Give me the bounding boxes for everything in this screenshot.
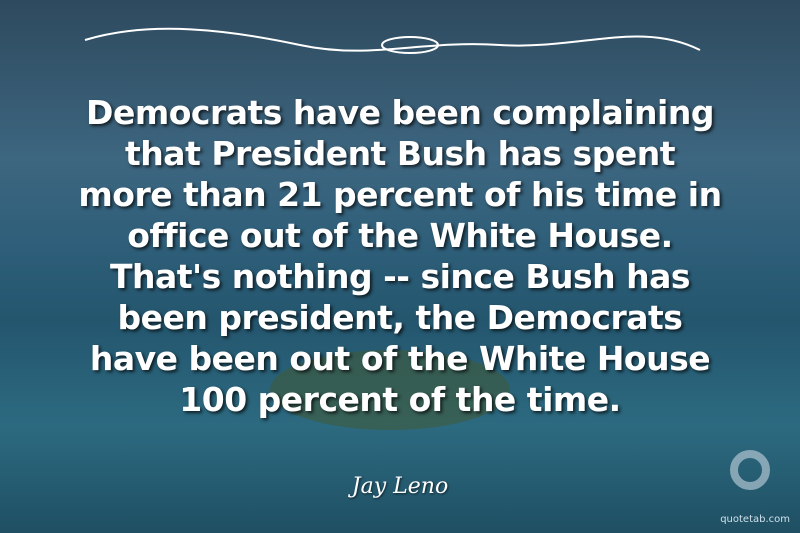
watermark: quotetab.com xyxy=(720,514,790,525)
quote-line: Democrats have been complaining xyxy=(86,93,714,132)
quote-line: office out of the White House. xyxy=(127,216,673,255)
quote-line: 100 percent of the time. xyxy=(179,380,621,419)
quote-line: That's nothing -- since Bush has xyxy=(109,257,691,296)
flourish xyxy=(84,27,701,52)
quote-text: Democrats have been complaining that Pres… xyxy=(0,92,800,420)
author: Jay Leno xyxy=(351,474,449,499)
quote-line: been president, the Democrats xyxy=(117,298,683,337)
quote-line: that President Bush has spent xyxy=(125,134,675,173)
quote-line: more than 21 percent of his time in xyxy=(78,175,722,214)
island xyxy=(270,350,510,430)
logo xyxy=(730,450,770,490)
flourish xyxy=(381,36,439,54)
quote-line: have been out of the White House xyxy=(89,339,711,378)
